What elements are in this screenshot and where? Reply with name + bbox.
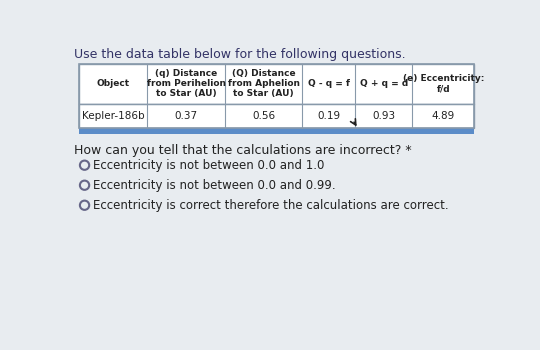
Text: 0.56: 0.56 bbox=[252, 111, 275, 121]
Text: (Q) Distance
from Aphelion
to Star (AU): (Q) Distance from Aphelion to Star (AU) bbox=[227, 69, 300, 98]
Text: 0.93: 0.93 bbox=[372, 111, 395, 121]
Bar bbox=[79, 128, 474, 134]
Text: 4.89: 4.89 bbox=[432, 111, 455, 121]
Text: Use the data table below for the following questions.: Use the data table below for the followi… bbox=[73, 48, 406, 61]
Text: Eccentricity is correct therefore the calculations are correct.: Eccentricity is correct therefore the ca… bbox=[93, 199, 449, 212]
Text: Object: Object bbox=[97, 79, 130, 88]
Bar bbox=[79, 64, 474, 128]
Text: (e) Eccentricity:
f/d: (e) Eccentricity: f/d bbox=[403, 74, 484, 93]
Bar bbox=[79, 64, 474, 104]
Text: Eccentricity is not between 0.0 and 1.0: Eccentricity is not between 0.0 and 1.0 bbox=[93, 159, 325, 172]
Text: 0.19: 0.19 bbox=[317, 111, 340, 121]
Text: Kepler-186b: Kepler-186b bbox=[82, 111, 145, 121]
Text: How can you tell that the calculations are incorrect? *: How can you tell that the calculations a… bbox=[73, 144, 411, 157]
Bar bbox=[79, 104, 474, 128]
Text: 0.37: 0.37 bbox=[174, 111, 198, 121]
Text: Q - q = f: Q - q = f bbox=[308, 79, 350, 88]
Text: Q + q = d: Q + q = d bbox=[360, 79, 408, 88]
Text: (q) Distance
from Perihelion
to Star (AU): (q) Distance from Perihelion to Star (AU… bbox=[146, 69, 226, 98]
Text: Eccentricity is not between 0.0 and 0.99.: Eccentricity is not between 0.0 and 0.99… bbox=[93, 179, 336, 192]
